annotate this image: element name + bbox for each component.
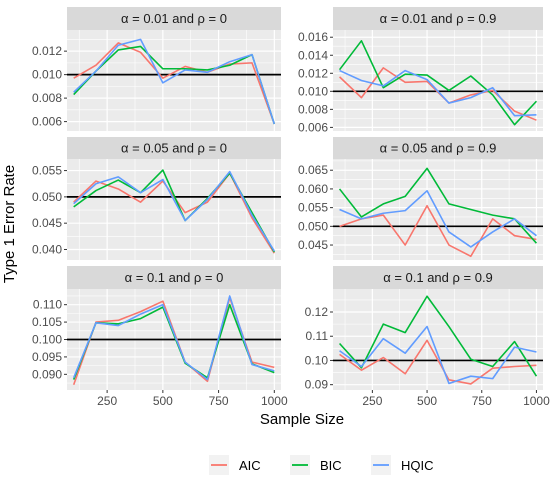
y-tick-label: 0.008 bbox=[298, 102, 328, 116]
y-tick-label: 0.012 bbox=[298, 66, 328, 80]
y-tick-label: 0.100 bbox=[32, 333, 62, 347]
y-tick-label: 0.050 bbox=[298, 219, 328, 233]
panel-title: α = 0.1 and ρ = 0 bbox=[125, 270, 224, 285]
panel-background bbox=[333, 30, 543, 131]
series-line-hqic bbox=[72, 295, 275, 381]
panel-background bbox=[67, 159, 281, 260]
panel-title: α = 0.1 and ρ = 0.9 bbox=[383, 270, 493, 285]
x-tick-label: 250 bbox=[97, 394, 117, 408]
y-tick-label: 0.065 bbox=[298, 163, 328, 177]
panel: α = 0.01 and ρ = 0.9 0.006 0.008 0.010 0.012… bbox=[298, 7, 543, 134]
panel-background bbox=[333, 159, 543, 260]
legend-item-hqic: HQIC bbox=[371, 455, 434, 475]
panel: α = 0.1 and ρ = 0 0.090 0.095 0.100 0.105 0.1… bbox=[32, 266, 288, 408]
x-tick-label: 1000 bbox=[523, 394, 550, 408]
panel-background bbox=[333, 289, 543, 390]
series-line-aic bbox=[73, 42, 276, 125]
y-tick-label: 0.040 bbox=[32, 242, 62, 256]
y-tick-label: 0.010 bbox=[32, 68, 62, 82]
y-tick-label: 0.11 bbox=[306, 329, 329, 343]
y-tick-label: 0.006 bbox=[298, 120, 328, 134]
x-tick-label: 500 bbox=[417, 394, 437, 408]
series-line-bic bbox=[338, 40, 538, 126]
x-axis-title: Sample Size bbox=[260, 411, 344, 428]
series-line-hqic bbox=[339, 69, 537, 117]
y-tick-label: 0.012 bbox=[32, 44, 62, 58]
panel-background bbox=[67, 30, 281, 131]
series-line-bic bbox=[73, 45, 276, 125]
panel: α = 0.01 and ρ = 0 0.006 0.008 0.010 0.012 bbox=[32, 7, 281, 131]
y-tick-label: 0.060 bbox=[298, 182, 328, 196]
series-line-hqic bbox=[339, 325, 537, 385]
y-tick-label: 0.055 bbox=[32, 164, 62, 178]
y-tick-label: 0.008 bbox=[32, 91, 62, 105]
y-tick-label: 0.045 bbox=[32, 216, 62, 230]
legend-item-aic: AIC bbox=[209, 455, 261, 475]
series-line-bic bbox=[338, 167, 538, 244]
y-tick-label: 0.10 bbox=[305, 353, 329, 367]
x-tick-label: 750 bbox=[472, 394, 492, 408]
panel-title: α = 0.01 and ρ = 0 bbox=[121, 11, 227, 26]
series-line-aic bbox=[339, 339, 537, 385]
x-tick-label: 750 bbox=[209, 394, 229, 408]
y-tick-label: 0.016 bbox=[298, 30, 328, 44]
x-tick-label: 1000 bbox=[261, 394, 288, 408]
panel-strip bbox=[67, 266, 281, 289]
panel-title: α = 0.01 and ρ = 0.9 bbox=[380, 11, 497, 26]
series-line-hqic bbox=[73, 38, 276, 125]
legend-label: AIC bbox=[239, 458, 261, 473]
panel-strip bbox=[67, 7, 281, 30]
x-tick-label: 500 bbox=[153, 394, 173, 408]
panel: α = 0.05 and ρ = 0 0.040 0.045 0.050 0.055 bbox=[32, 137, 281, 260]
y-tick-label: 0.055 bbox=[298, 201, 328, 215]
panel-strip bbox=[67, 137, 281, 159]
legend-label: HQIC bbox=[401, 458, 434, 473]
y-tick-label: 0.006 bbox=[32, 115, 62, 129]
y-axis-title: Type 1 Error Rate bbox=[1, 165, 18, 283]
legend-item-bic: BIC bbox=[290, 455, 342, 475]
series-line-bic bbox=[338, 295, 538, 377]
y-tick-label: 0.045 bbox=[298, 238, 328, 252]
x-tick-label: 250 bbox=[362, 394, 382, 408]
y-tick-label: 0.105 bbox=[32, 315, 62, 329]
y-tick-label: 0.050 bbox=[32, 190, 62, 204]
y-tick-label: 0.095 bbox=[32, 350, 62, 364]
legend: AIC BIC HQIC bbox=[209, 455, 434, 475]
y-tick-label: 0.010 bbox=[298, 84, 328, 98]
panel-title: α = 0.05 and ρ = 0.9 bbox=[380, 141, 497, 156]
panel: α = 0.05 and ρ = 0.9 0.045 0.050 0.055 0.060… bbox=[298, 137, 543, 260]
panel-title: α = 0.05 and ρ = 0 bbox=[121, 141, 227, 156]
y-tick-label: 0.09 bbox=[305, 378, 329, 392]
panel-strip bbox=[333, 266, 543, 289]
series-line-aic bbox=[339, 204, 537, 258]
y-tick-label: 0.110 bbox=[33, 298, 62, 312]
y-tick-label: 0.090 bbox=[32, 367, 62, 381]
y-tick-label: 0.12 bbox=[305, 305, 329, 319]
facet-panels: α = 0.01 and ρ = 00.0060.0080.0100.012α … bbox=[32, 7, 550, 408]
panel-strip bbox=[333, 137, 543, 159]
series-line-hqic bbox=[339, 190, 537, 248]
y-tick-label: 0.014 bbox=[298, 48, 328, 62]
legend-label: BIC bbox=[320, 458, 342, 473]
series-line-hqic bbox=[73, 170, 275, 252]
panel: α = 0.1 and ρ = 0.9 0.09 0.10 0.11 0.12 250 50… bbox=[305, 266, 550, 408]
panel-strip bbox=[333, 7, 543, 30]
